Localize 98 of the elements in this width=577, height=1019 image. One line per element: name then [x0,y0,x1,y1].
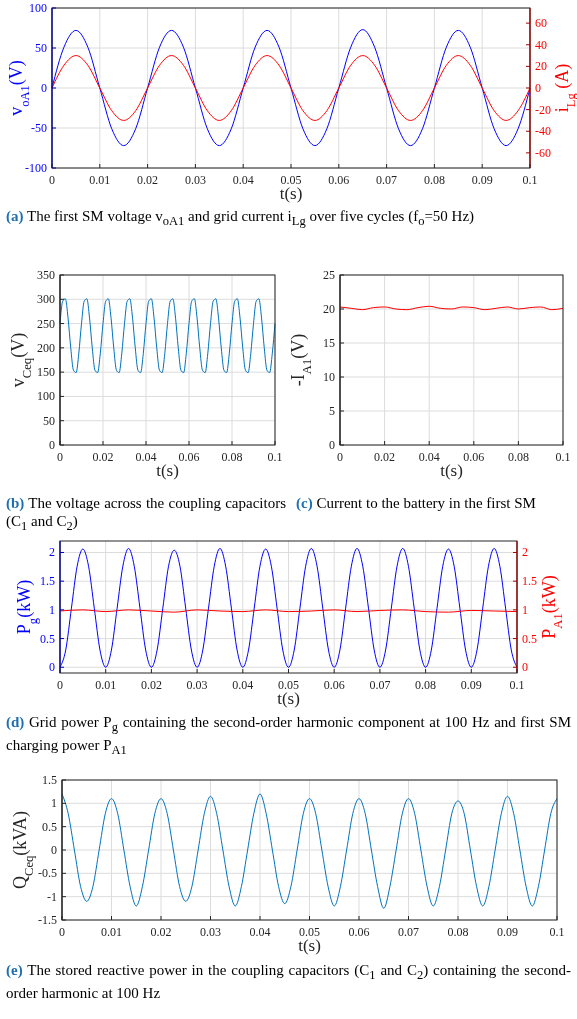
x-axis-title: t(s) [277,689,300,708]
x-tick-label: 0.01 [95,678,117,692]
x-axis-title: t(s) [298,936,321,955]
x-tick-label: 0.09 [460,678,482,692]
x-tick-label: 0.05 [299,925,320,939]
x-tick-label: 0.1 [267,450,283,464]
x-tick-label: 0.02 [92,450,114,464]
y-tick-label: 10 [323,370,335,384]
y2-tick-label: -60 [535,145,551,160]
x-tick-label: 0.07 [376,173,398,187]
y2-tick-label: 0 [522,660,528,675]
y-tick-label: -100 [25,161,47,175]
text: (b) The voltage across the coupling capacitors (C$_{1}$ and C$_{2}$) [6,495,286,533]
x-tick-label: 0.04 [249,925,271,939]
y-tick-label: -1.5 [38,913,57,927]
x-tick-label: 0.08 [447,925,469,939]
x-tick-label: 0.06 [348,925,370,939]
line-series [51,55,531,121]
x-tick-label: 0.02 [374,450,396,464]
x-tick-label: 0.1 [509,678,525,692]
y2-tick-label: 1 [522,602,528,617]
y-tick-label: 100 [29,1,47,15]
x-tick-label: 0.06 [328,173,350,187]
y-tick-label: -50 [31,121,47,135]
y2-tick-label: 1.5 [522,574,537,589]
x-tick-label: 0.02 [150,925,172,939]
x-tick-label: 0.09 [471,173,493,187]
x-tick-label: 0.04 [232,173,254,187]
x-tick-label: 0.09 [497,925,518,939]
y-tick-label: 1.5 [40,574,55,589]
x-tick-label: 0.02 [137,173,159,187]
x-tick-label: 0.1 [522,173,538,187]
x-tick-label: 0.03 [200,925,221,939]
y-tick-label: 15 [323,336,335,350]
text: (a) The first SM voltage v$_{oA1}$ and grid current i$_{Lg}$ over five cycles (f$_{o}$=50 Hz) [6,208,475,228]
x-tick-label: 0.01 [89,173,111,187]
line-series [59,547,518,668]
y2-tick-label: 2 [522,545,528,560]
x-axis-title: t(s) [440,461,463,480]
y-tick-label: 1.5 [42,773,57,787]
x-tick-label: 0.06 [463,450,485,464]
y-tick-label: 50 [35,41,47,55]
x-tick-label: 0.03 [184,173,206,187]
y-tick-label: 200 [37,340,55,355]
y2-tick-label: 0 [535,81,541,95]
line-series [51,29,531,147]
y-tick-label: -1 [47,889,57,904]
y-tick-label: 1 [49,602,55,617]
x-tick-label: 0.08 [221,450,243,464]
y2-tick-label: 60 [535,16,547,31]
y-tick-label: 0 [41,81,47,95]
line-series [61,793,558,909]
y-tick-label: 0.5 [42,819,57,834]
x-tick-label: 0.04 [135,450,157,464]
x-tick-label: 0.05 [278,678,299,692]
x-tick-label: 0.08 [507,450,529,464]
x-tick-label: 0.05 [280,173,302,187]
y-tick-label: 300 [37,292,55,307]
x-tick-label: 0.06 [323,678,345,692]
y-tick-label: -0.5 [38,866,57,881]
text: (c) Current to the battery in the first SM [296,495,536,511]
y-tick-label: 0 [51,843,57,857]
x-tick-label: 0.08 [415,678,437,692]
y2-tick-label: 40 [535,37,547,52]
x-tick-label: 0.04 [418,450,440,464]
y-tick-label: 100 [37,389,55,404]
y2-tick-label: -40 [535,124,551,139]
y-tick-label: 0 [49,660,55,675]
y-tick-label: 20 [323,302,335,316]
x-tick-label: 0.1 [549,925,565,939]
y-tick-label: 5 [329,404,335,418]
x-tick-label: 0.04 [232,678,254,692]
x-tick-label: 0.07 [398,925,419,939]
x-tick-label: 0.07 [369,678,391,692]
x-axis-title: t(s) [279,184,303,203]
y-tick-label: 0 [329,438,335,452]
y-tick-label: 150 [37,365,55,380]
y-tick-label: 250 [37,316,55,331]
y-tick-label: 1 [51,796,57,811]
y-tick-label: 2 [49,545,55,560]
x-tick-label: 0.02 [140,678,162,692]
chart-title: (e) The stored reactive power in the coupling capacitors (C$_{1}$ and C$_{2}$) containing the second-order harmonic at 100 Hz [6,962,572,1001]
y2-tick-label: 0.5 [522,631,537,646]
text: (d) Grid power P$_{g}$ containing the second-order harmonic component at 100 Hz and first SM charging power P$_{A1}$ [6,714,571,757]
x-tick-label: 0.01 [101,925,122,939]
x-tick-label: 0.03 [186,678,208,692]
x-tick-label: 0.1 [555,450,571,464]
y2-tick-label: 20 [535,59,547,74]
y-tick-label: 350 [37,268,55,282]
x-axis-title: t(s) [156,461,179,480]
y-tick-label: 25 [323,268,335,282]
line-series [59,298,276,374]
x-tick-label: 0.06 [178,450,200,464]
x-tick-label: 0.08 [423,173,445,187]
y-tick-label: 0 [49,438,55,452]
y2-tick-label: -20 [535,102,551,117]
y-tick-label: 50 [43,413,55,428]
y-tick-label: 0.5 [40,631,55,646]
